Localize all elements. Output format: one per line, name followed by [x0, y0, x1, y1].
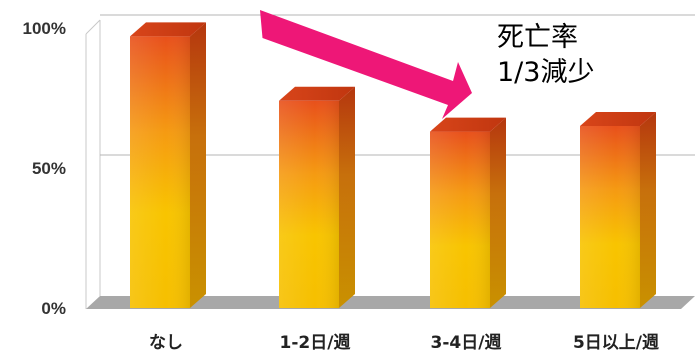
x-tick-label: 1-2日/週 — [280, 333, 351, 353]
bar-front-shade — [279, 100, 339, 308]
x-tick-label: 5日以上/週 — [573, 333, 659, 353]
bar-side — [490, 117, 506, 308]
bar-front-shade — [580, 126, 640, 308]
bar-side — [640, 112, 656, 308]
y-tick-label: 0% — [41, 299, 66, 318]
bar-front-shade — [430, 131, 490, 308]
bar-top — [430, 117, 506, 132]
x-tick-label: なし — [149, 333, 183, 353]
y-tick-label: 100% — [23, 19, 66, 38]
bar-3 — [430, 117, 506, 308]
x-tick-label: 3-4日/週 — [431, 333, 502, 353]
annotation-line-2: 1/3減少 — [497, 57, 595, 88]
bar-side — [190, 22, 206, 309]
y-axis-ticks: 0% 50% 100% — [23, 19, 66, 318]
annotation-line-1: 死亡率 — [497, 22, 578, 53]
annotation-text: 死亡率 1/3減少 — [497, 20, 594, 90]
bar-1 — [130, 22, 206, 309]
bar-side — [339, 86, 355, 308]
chart-floor — [86, 296, 695, 309]
bar-top — [130, 22, 206, 37]
y-tick-label: 50% — [32, 159, 66, 178]
bar-top — [580, 112, 656, 126]
bars — [130, 22, 656, 309]
chart-back-wall — [85, 19, 101, 309]
bar-top — [279, 86, 355, 101]
bar-2 — [279, 86, 355, 308]
x-axis-ticks: なし 1-2日/週 3-4日/週 5日以上/週 — [149, 333, 659, 353]
arrow-icon — [260, 10, 472, 119]
bar-4 — [580, 112, 656, 308]
bar-front-shade — [130, 36, 190, 309]
